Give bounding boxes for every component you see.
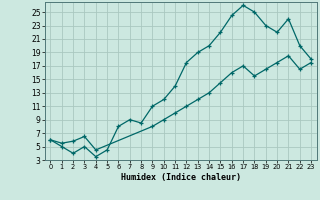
- X-axis label: Humidex (Indice chaleur): Humidex (Indice chaleur): [121, 173, 241, 182]
